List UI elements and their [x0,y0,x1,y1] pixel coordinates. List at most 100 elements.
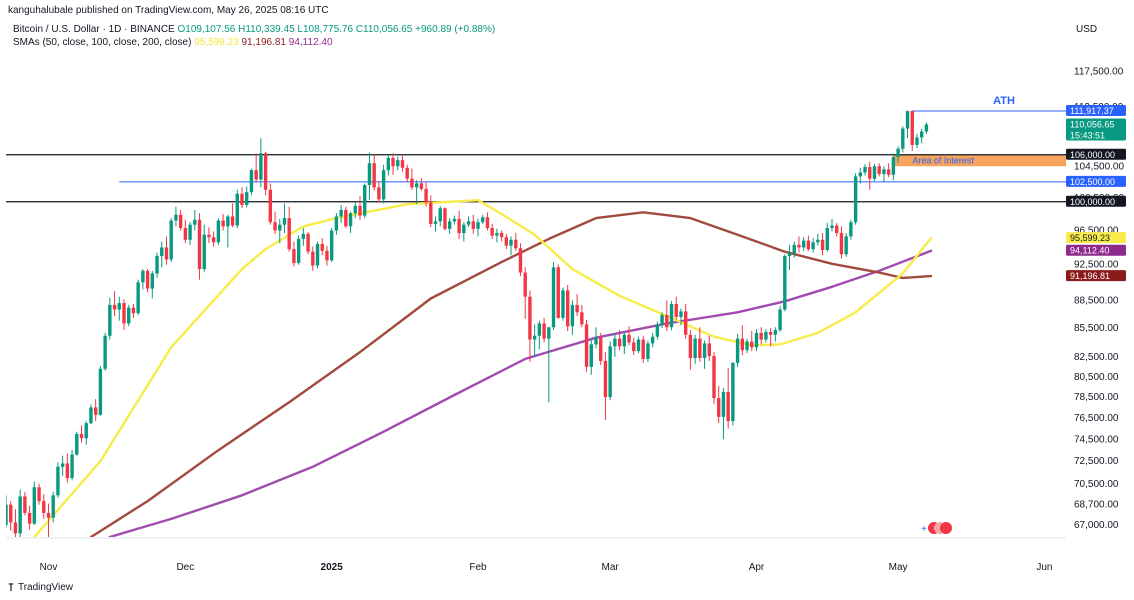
candle-up [792,241,796,258]
y-tick-label: 117,500.00 [1074,67,1124,78]
candle-down [391,153,395,175]
candle-up [693,334,697,364]
candle-body [405,167,409,179]
x-tick-label: Feb [469,562,487,573]
candle-body [650,336,655,344]
candle-body [32,487,37,524]
candle-body [183,228,188,240]
candle-up [570,300,575,335]
candle-up [6,495,8,528]
candle-body [93,407,98,415]
candle-body [263,153,268,190]
candle-body [868,167,872,179]
candle-body [381,170,386,200]
price-tag-bg [1066,232,1126,244]
candle-down [599,332,603,365]
candle-body [835,225,839,234]
candle-body [89,407,93,424]
candle-up [679,308,683,326]
ohlc-close: C110,056.65 [355,24,413,35]
candle-body [122,303,126,324]
candle-body [9,504,13,523]
candle-down [429,195,433,228]
candle-up [188,222,192,245]
candle-up [481,214,485,224]
candle-down [424,181,428,207]
x-tick-label: Jun [1036,562,1052,573]
candle-body [816,239,820,243]
candle-up [849,219,853,240]
candle-body [863,167,867,173]
candle-body [551,267,556,328]
candle-down [183,219,188,244]
candle-down [254,153,258,183]
y-tick-label: 74,500.00 [1074,434,1119,445]
tradingview-logo[interactable]: ⊺ TradingView [8,581,73,594]
candle-body [117,303,121,310]
event-flag-icon [928,522,952,534]
level-price-tag: 100,000.00 [1070,197,1115,207]
level-price-tag-bg [1066,175,1126,187]
candle-down [207,227,211,244]
candle-down [542,317,546,343]
candle-body [750,341,754,348]
candle-body [226,216,230,227]
candle-up [282,203,287,234]
candle-body [27,512,32,524]
candle-body [499,233,504,238]
level-price-tag-bg [1066,148,1126,160]
candle-up [844,233,848,257]
candle-body [37,487,41,502]
candle-up [301,228,306,246]
x-tick-label: 2025 [321,562,344,573]
tradingview-mark-icon: ⊺ [8,581,14,594]
candle-up [216,218,221,245]
candle-up [853,173,858,225]
candle-body [188,224,192,240]
candle-body [853,176,858,223]
candle-body [230,216,235,226]
candle-body [320,244,324,251]
sma-label[interactable]: SMAs (50, close, 100, close, 200, close) [13,37,192,48]
candle-down [145,269,150,293]
x-tick-label: Mar [602,562,620,573]
symbol-name[interactable]: Bitcoin / U.S. Dollar · 1D · BINANCE [13,24,175,35]
candle-down [688,330,693,370]
candle-down [759,327,763,345]
candle-body [712,356,716,399]
candle-body [103,335,107,369]
candle-down [617,330,622,351]
level-price-tag: 106,000.00 [1070,150,1115,160]
candle-body [429,202,433,224]
candle-up [334,213,339,235]
candle-up [594,327,598,349]
candle-body [504,237,509,246]
candle-down [164,236,169,265]
candle-body [735,338,740,363]
sma50-line [33,199,933,537]
candle-down [405,164,409,182]
candle-up [764,329,768,343]
currency-label[interactable]: USD [1076,24,1098,35]
candle-body [282,218,287,225]
candle-down [9,501,13,531]
event-flag-dot [940,522,952,534]
candle-up [735,333,740,367]
candle-body [372,163,376,188]
candle-body [400,160,405,168]
candle-body [306,233,310,252]
candle-body [688,334,693,358]
candle-body [211,237,216,243]
candle-body [235,193,239,226]
level-price-tag-bg [1066,195,1126,207]
candle-up [396,156,400,171]
candle-up [778,305,782,332]
candle-down [683,303,688,339]
candle-down [23,491,27,516]
candle-up [103,332,107,371]
candle-body [56,466,60,496]
candle-body [386,157,391,171]
candle-up [32,481,37,525]
candle-body [443,208,447,229]
